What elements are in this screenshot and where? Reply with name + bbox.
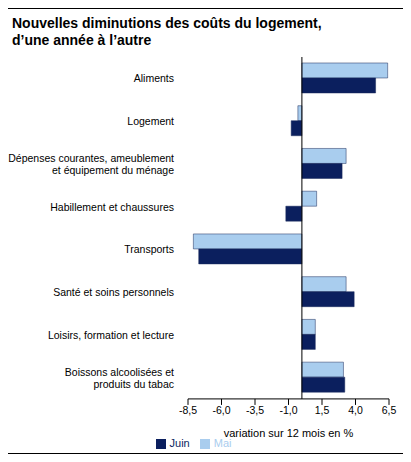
- svg-text:-6,0: -6,0: [212, 404, 230, 416]
- svg-text:Dépenses courantes, ameublemen: Dépenses courantes, ameublementet équipe…: [8, 152, 174, 176]
- svg-text:Loisirs, formation et lecture: Loisirs, formation et lecture: [48, 329, 174, 341]
- svg-text:Logement: Logement: [127, 115, 174, 127]
- svg-text:Transports: Transports: [124, 243, 174, 255]
- svg-text:variation sur 12 mois en %: variation sur 12 mois en %: [224, 427, 354, 439]
- svg-text:Santé et soins personnels: Santé et soins personnels: [53, 286, 174, 298]
- svg-text:1,5: 1,5: [315, 404, 330, 416]
- svg-text:-8,5: -8,5: [179, 404, 197, 416]
- svg-text:-3,5: -3,5: [246, 404, 264, 416]
- svg-text:-1,0: -1,0: [279, 404, 297, 416]
- svg-text:Boissons alcoolisées etproduit: Boissons alcoolisées etproduits du tabac: [65, 366, 174, 390]
- svg-text:Aliments: Aliments: [134, 72, 174, 84]
- svg-text:4,0: 4,0: [348, 404, 363, 416]
- html-text:Juin: Juin: [169, 436, 190, 449]
- svg-text:Habillement et chaussures: Habillement et chaussures: [50, 201, 174, 213]
- svg-text:6,5: 6,5: [382, 404, 397, 416]
- html-text:Nouvelles diminutions des coût: Nouvelles diminutions des coûts du logem…: [12, 15, 322, 48]
- html-text:Mai: Mai: [213, 436, 232, 449]
